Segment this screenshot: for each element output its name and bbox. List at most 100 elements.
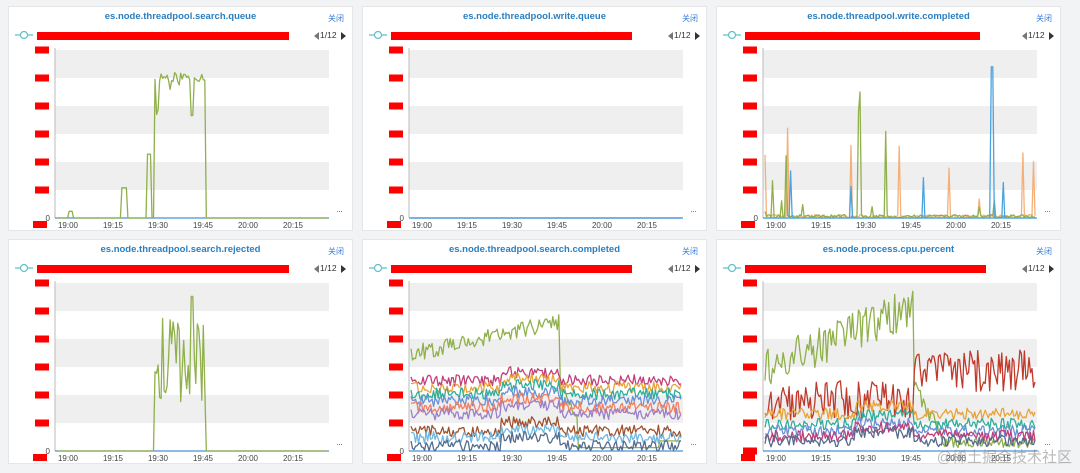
- legend-item-redacted[interactable]: [745, 265, 986, 273]
- y-tick-redacted: [743, 335, 757, 343]
- y-tick-redacted: [743, 186, 757, 194]
- watermark: @稀土掘金技术社区: [936, 449, 1072, 466]
- y-tick-redacted: [389, 335, 403, 343]
- x-tick-label: 19:30: [856, 454, 877, 463]
- x-tick-label: 19:00: [412, 454, 433, 463]
- y-tick-redacted: [743, 307, 757, 315]
- grid-band: [55, 50, 329, 78]
- x-tick-label: 20:00: [946, 454, 967, 463]
- chart-title: es.node.threadpool.search.queue: [104, 11, 257, 22]
- grid-band: [55, 395, 329, 423]
- series-line: [57, 71, 327, 219]
- y-tick-redacted: [389, 130, 403, 138]
- chart-panel: es.node.threadpool.search.rejected 关闭 1/12…: [8, 239, 353, 464]
- close-button[interactable]: 关闭: [1036, 247, 1052, 256]
- y-tick-redacted: [35, 391, 49, 399]
- line-chart: 19:00 19:15 19:30 19:45 20:00 20:15: [741, 279, 1037, 463]
- grid-band: [55, 162, 329, 190]
- legend-next-arrow-icon[interactable]: [341, 265, 346, 273]
- series-line: [764, 417, 1036, 438]
- more-options-button[interactable]: ···: [690, 439, 697, 449]
- legend-prev-arrow-icon[interactable]: [1022, 265, 1027, 273]
- more-options-button[interactable]: ···: [690, 206, 697, 216]
- series-line: [765, 66, 1035, 219]
- x-tick-label: 20:00: [946, 221, 967, 230]
- line-chart: 0 19:00 19:15 19:30 19:45 20:00 20:15: [741, 46, 1037, 230]
- y-tick-redacted: [743, 363, 757, 371]
- series-line: [410, 399, 682, 421]
- legend-item-redacted[interactable]: [391, 265, 632, 273]
- y-tick-redacted: [389, 74, 403, 82]
- legend-marker-icon: [723, 30, 741, 40]
- x-tick-label: 19:15: [811, 221, 832, 230]
- x-tick-redacted: [33, 454, 47, 461]
- x-tick-redacted: [387, 454, 401, 461]
- more-options-button[interactable]: ···: [1044, 206, 1051, 216]
- close-button[interactable]: 关闭: [682, 247, 698, 256]
- x-tick-label: 19:00: [766, 221, 787, 230]
- legend-next-arrow-icon[interactable]: [341, 32, 346, 40]
- grid-band: [763, 106, 1037, 134]
- x-tick-label: 19:45: [901, 454, 922, 463]
- line-chart: 0 19:00 19:15 19:30 19:45 20:00 20:15: [387, 46, 683, 230]
- y-tick-redacted: [35, 130, 49, 138]
- chart-panel: es.node.threadpool.search.completed 关闭 1/1…: [362, 239, 707, 464]
- legend-page-indicator: 1/12: [320, 263, 337, 273]
- legend-next-arrow-icon[interactable]: [695, 32, 700, 40]
- y-tick-redacted: [35, 335, 49, 343]
- legend-prev-arrow-icon[interactable]: [314, 32, 319, 40]
- y-tick-redacted: [743, 74, 757, 82]
- y-tick-redacted: [35, 74, 49, 82]
- y-tick-redacted: [35, 186, 49, 194]
- y-tick-redacted: [389, 419, 403, 427]
- y-tick-redacted: [389, 46, 403, 54]
- legend-prev-arrow-icon[interactable]: [668, 32, 673, 40]
- more-options-button[interactable]: ···: [336, 439, 343, 449]
- legend-prev-arrow-icon[interactable]: [1022, 32, 1027, 40]
- close-button[interactable]: 关闭: [682, 14, 698, 23]
- legend-item-redacted[interactable]: [37, 32, 289, 40]
- legend-item-redacted[interactable]: [391, 32, 632, 40]
- chart-title: es.node.threadpool.search.rejected: [100, 244, 261, 255]
- legend-page-indicator: 1/12: [1028, 263, 1045, 273]
- y-tick-redacted: [35, 158, 49, 166]
- close-button[interactable]: 关闭: [1036, 14, 1052, 23]
- x-tick-label: 19:30: [502, 454, 523, 463]
- legend-prev-arrow-icon[interactable]: [668, 265, 673, 273]
- legend-next-arrow-icon[interactable]: [1049, 265, 1054, 273]
- x-tick-label: 19:00: [412, 221, 433, 230]
- series-line: [410, 415, 682, 438]
- x-tick-label: 20:00: [238, 221, 259, 230]
- y-tick-redacted: [743, 102, 757, 110]
- close-button[interactable]: 关闭: [328, 247, 344, 256]
- x-tick-label: 19:00: [58, 221, 79, 230]
- x-tick-label: 19:45: [547, 221, 568, 230]
- x-tick-label: 19:30: [856, 221, 877, 230]
- y-tick-label: 0: [46, 214, 51, 223]
- legend-next-arrow-icon[interactable]: [1049, 32, 1054, 40]
- x-tick-label: 19:30: [148, 221, 169, 230]
- x-tick-label: 19:30: [502, 221, 523, 230]
- legend-prev-arrow-icon[interactable]: [314, 265, 319, 273]
- y-tick-redacted: [743, 130, 757, 138]
- x-tick-label: 20:00: [592, 454, 613, 463]
- more-options-button[interactable]: ···: [1044, 439, 1051, 449]
- y-tick-label: 0: [400, 214, 405, 223]
- x-tick-redacted: [387, 221, 401, 228]
- y-tick-redacted: [743, 279, 757, 287]
- y-tick-label: 0: [754, 214, 759, 223]
- y-tick-redacted: [389, 102, 403, 110]
- line-chart: 0 19:00 19:15 19:30 19:45 20:00 20:15: [387, 279, 683, 463]
- grid-band: [763, 50, 1037, 78]
- close-button[interactable]: 关闭: [328, 14, 344, 23]
- line-chart: 0 19:00 19:15 19:30 19:45 20:00 20:15: [33, 279, 329, 463]
- y-tick-label: 0: [400, 447, 405, 456]
- legend-item-redacted[interactable]: [745, 32, 980, 40]
- y-tick-redacted: [35, 102, 49, 110]
- legend-next-arrow-icon[interactable]: [695, 265, 700, 273]
- legend-marker-icon: [369, 263, 387, 273]
- more-options-button[interactable]: ···: [336, 206, 343, 216]
- chart-panel: es.node.process.cpu.percent 关闭 1/12 19:00 19…: [716, 239, 1061, 464]
- legend-item-redacted[interactable]: [37, 265, 289, 273]
- y-tick-redacted: [35, 279, 49, 287]
